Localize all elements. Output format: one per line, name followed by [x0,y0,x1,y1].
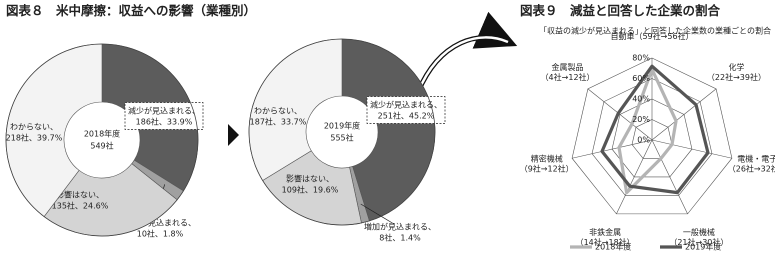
slice-value-label: 186社、33.9% [136,117,193,127]
donut-outline [248,38,436,226]
slice-value-label: 187社、33.7% [250,117,307,127]
slice-label: 増加が見込まれる、 [124,218,196,228]
chart-title: 図表８ 米中摩擦：収益への影響（業種別） [6,3,256,18]
radar-line [600,64,710,195]
center-label: 549社 [90,141,113,151]
axis-spoke [587,88,653,141]
axis-spoke [571,139,653,159]
slice-label: 増加が見込まれる、 [364,222,436,232]
category-label: 一般機械 [683,227,715,237]
slice-label: 影響はない、 [56,190,104,200]
y-tick-label: 80% [632,54,650,63]
leader-line [360,203,395,225]
category-detail: （59社→56社） [634,31,693,41]
slice-label: わからない、 [10,123,58,132]
radar-line [617,67,678,195]
category-label: 化学 [728,62,744,72]
grid-line [571,57,733,215]
category-detail: （4社→12社） [541,72,595,82]
center-label: 2018年度 [84,129,120,139]
grid-line [591,78,713,196]
donut-outline [5,43,199,237]
center-label: 2019年度 [324,121,360,131]
label-box [124,102,204,130]
slice-value-label: 218社、39.7% [6,133,63,143]
chart-subtitle: 「収益の減少が見込まれる」と回答した企業数の業種ごとの割合 [539,26,771,36]
y-tick-label: 20% [632,115,650,124]
arrow [228,124,239,146]
y-tick-label: 40% [632,95,650,104]
category-label: 自動車（59社→56社） [610,31,693,41]
category-name: 自動車 [610,31,634,41]
chart-title: 図表９ 減益と回答した企業の割合 [520,3,721,18]
category-label: 非鉄金属 [589,227,621,237]
grid-line [611,98,693,178]
slice-value-label: 8社、1.4% [379,233,421,243]
category-detail: （22社→39社） [707,72,766,82]
category-label: 金属製品 [552,62,584,72]
axis-spoke [651,139,733,159]
category-detail: （26社→32社） [728,164,775,174]
axis-spoke [616,139,653,215]
center-label: 555社 [330,133,353,143]
category-detail: （14社→18社） [576,237,635,247]
slice-label: 減少が見込まれる、 [128,106,200,116]
slice-value-label: 251社、45.2% [378,111,435,121]
axis-spoke [651,88,717,141]
grid-line [631,119,673,159]
y-tick-label: 60% [632,74,650,83]
legend-label: 2018年度 [595,242,631,252]
slice-label: 減少が見込まれる、 [370,100,442,110]
slice-label: わからない、 [254,107,302,116]
slice-value-label: 109社、19.6% [282,185,339,195]
axis-spoke [651,139,688,215]
category-label: 精密機械 [531,154,563,164]
legend-label: 2019年度 [685,242,721,252]
arrow [416,36,509,93]
y-tick-label: 0% [637,136,650,145]
category-detail: （9社→12社） [520,164,574,174]
category-detail: （21社→30社） [669,237,728,247]
arrow [415,11,518,93]
slice-value-label: 10社、1.8% [137,229,184,239]
category-label: 電機・電子 [737,154,775,164]
slice-label: 影響はない、 [286,174,334,184]
slice-value-label: 135社、24.6% [52,201,109,211]
